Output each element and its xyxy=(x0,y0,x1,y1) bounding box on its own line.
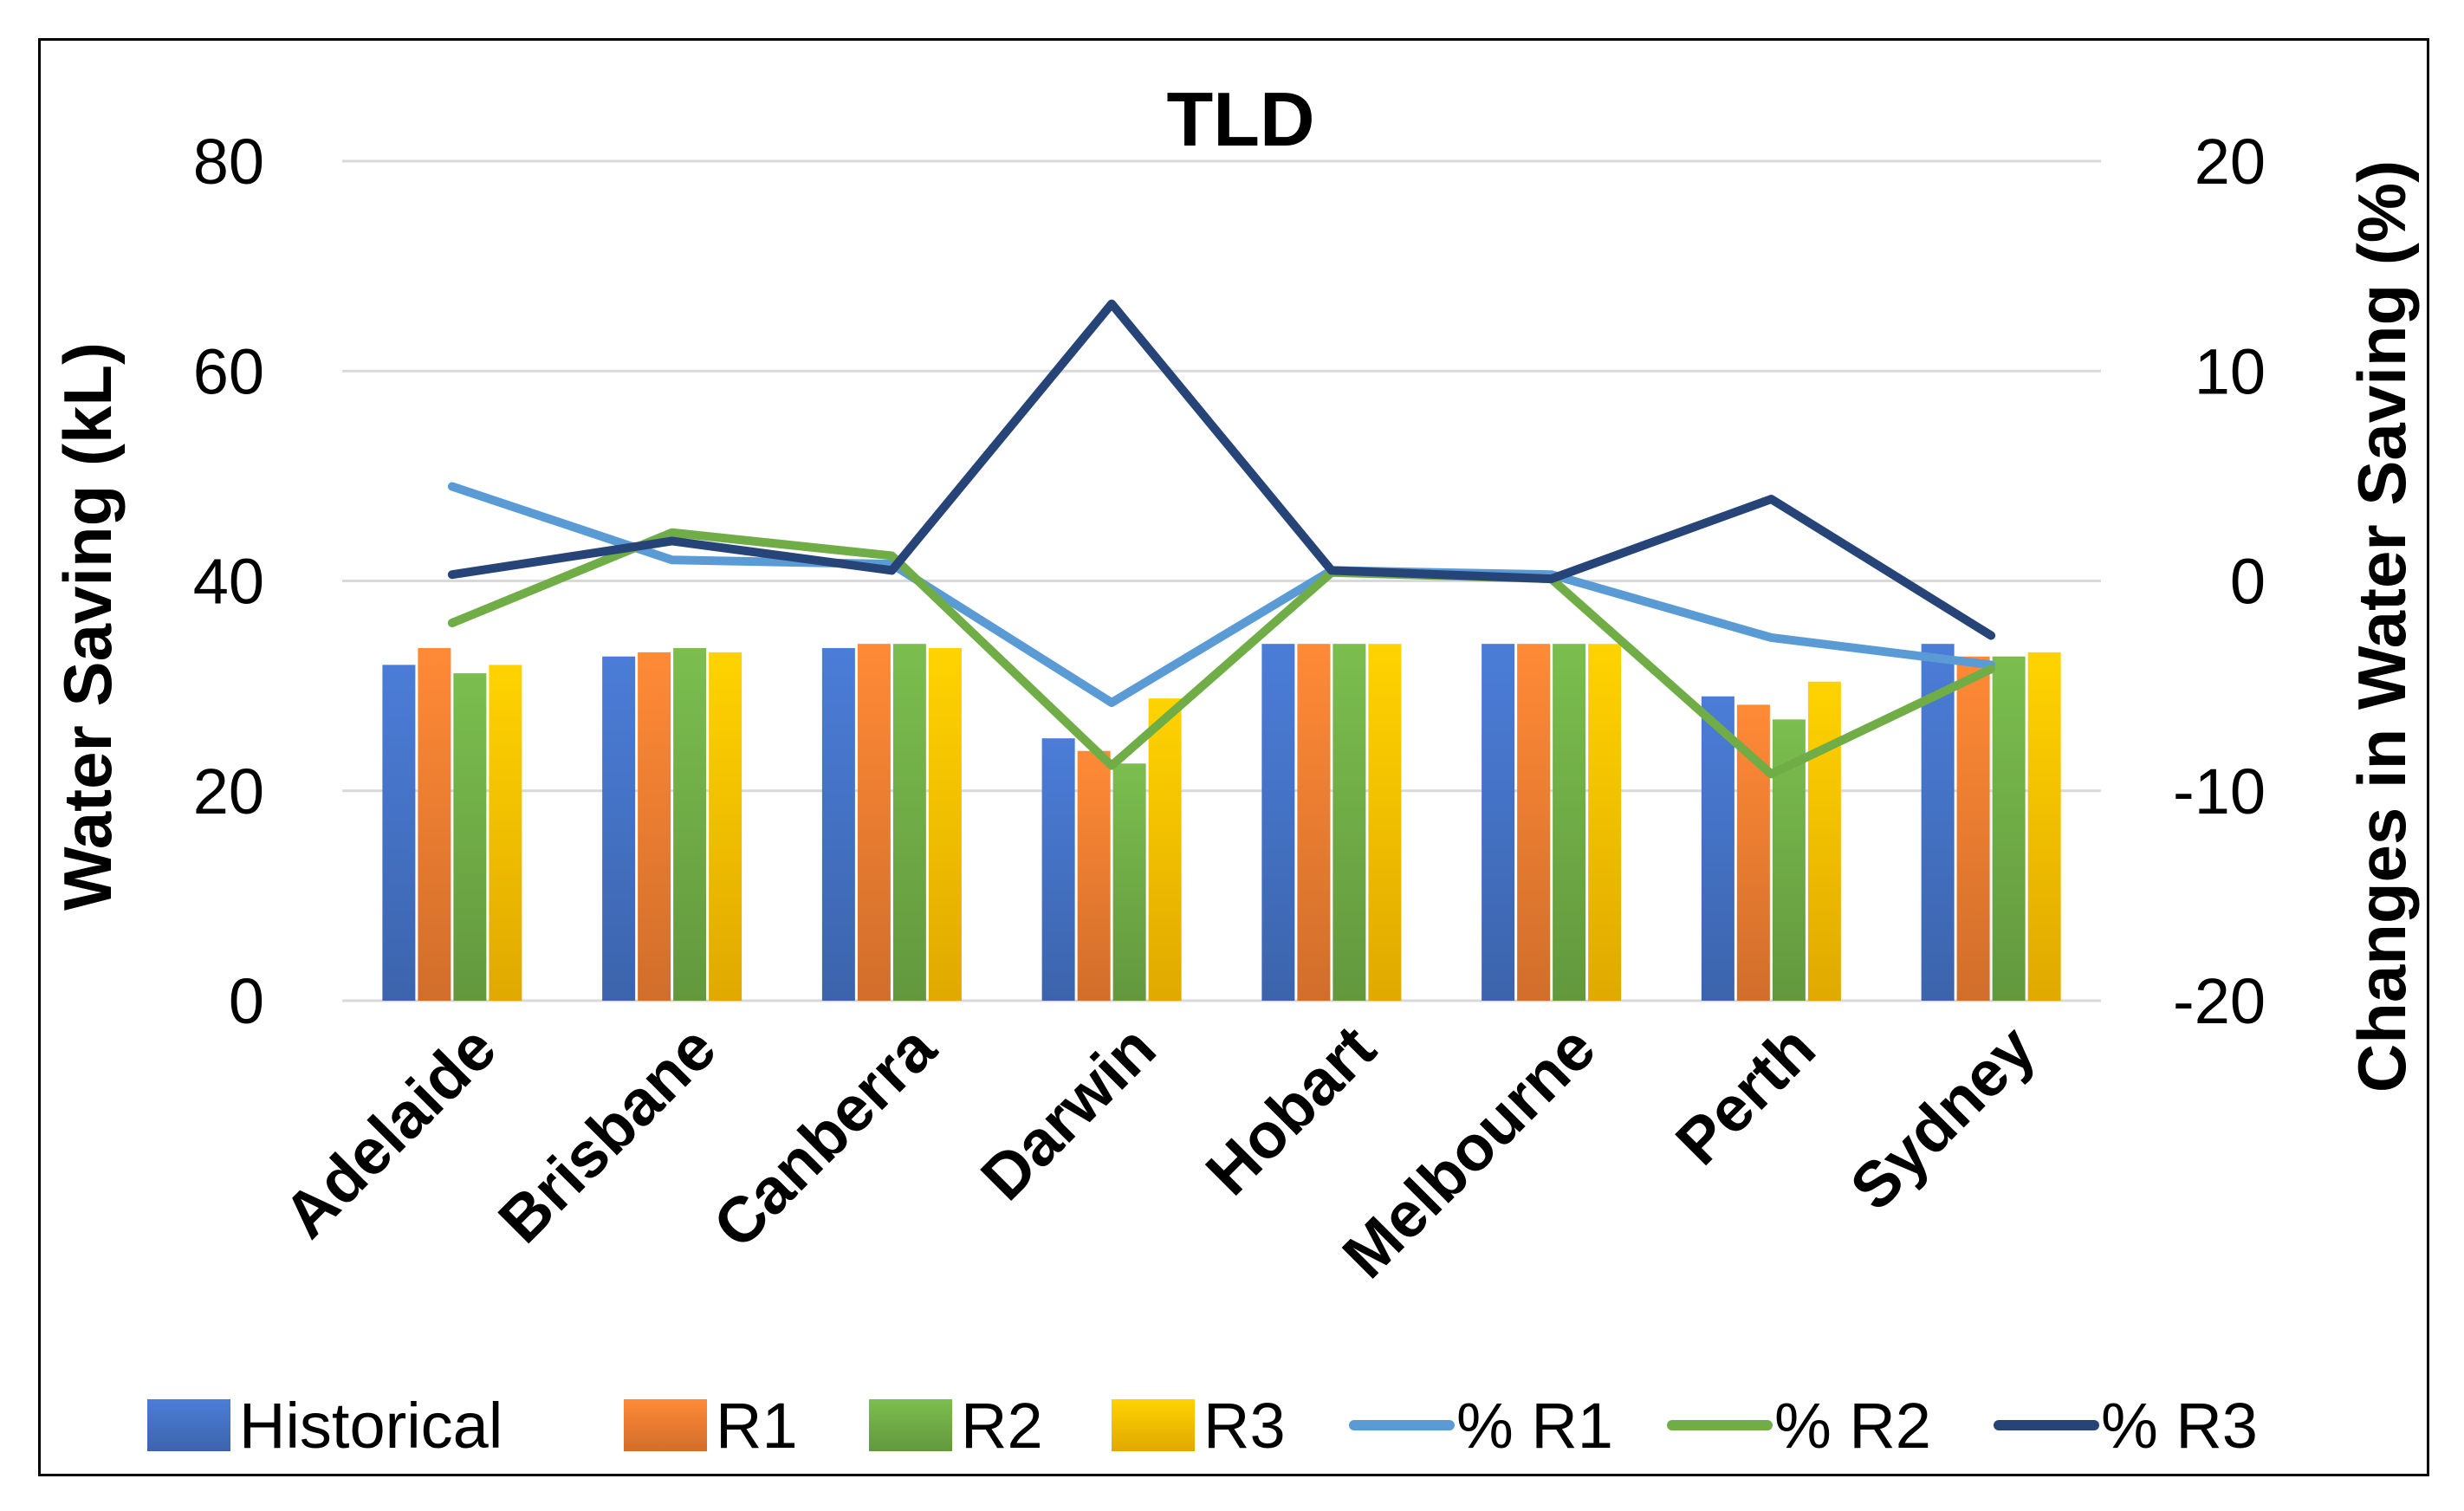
category-label: Canberra xyxy=(699,1011,950,1261)
category-label: Hobart xyxy=(1192,1012,1389,1209)
y2-axis-title: Changes in Water Saving (%) xyxy=(2344,160,2420,1093)
legend-label-r1: % R1 xyxy=(1456,1390,1613,1462)
bar-r1 xyxy=(638,652,671,1001)
y2-tick-label: 20 xyxy=(2195,126,2266,198)
y2-tick-label: -10 xyxy=(2173,756,2266,827)
category-label: Perth xyxy=(1662,1012,1828,1178)
y-tick-label: 60 xyxy=(193,335,264,407)
legend-swatch-historical xyxy=(147,1399,230,1451)
bar-r2 xyxy=(1333,644,1366,1001)
bar-r1 xyxy=(418,648,451,1001)
bar-r1 xyxy=(857,644,891,1001)
y-axis-title: Water Saving (kL) xyxy=(49,342,126,911)
tick-labels: 0 20 40 60 80 -20 -10 0 10 20 xyxy=(193,126,2266,1037)
bar-r2 xyxy=(1553,644,1586,1001)
category-label: Sydney xyxy=(1837,1012,2049,1224)
bar-historical xyxy=(821,648,855,1001)
line--r2 xyxy=(447,528,1996,779)
legend-label-r2: R2 xyxy=(961,1390,1043,1462)
bar-r3 xyxy=(1807,681,1841,1001)
legend-label-r3: % R3 xyxy=(2101,1390,2258,1462)
bar-r3 xyxy=(1588,644,1622,1001)
category-label: Adelaide xyxy=(269,1012,509,1252)
bar-r1 xyxy=(1297,644,1331,1001)
bar-r2 xyxy=(453,673,487,1001)
bar-r1 xyxy=(1956,656,1990,1001)
bar-historical xyxy=(1261,644,1295,1001)
category-label: Brisbane xyxy=(484,1012,729,1257)
line--r3 xyxy=(447,299,1996,640)
bars xyxy=(382,644,2061,1001)
bar-r3 xyxy=(1368,644,1402,1001)
bar-r3 xyxy=(1148,698,1182,1001)
category-label: Darwin xyxy=(967,1012,1169,1214)
y2-tick-label: 10 xyxy=(2195,335,2266,407)
bar-historical xyxy=(1482,644,1515,1001)
y-tick-label: 80 xyxy=(193,126,264,198)
y2-tick-label: 0 xyxy=(2230,546,2266,618)
legend-label-r1: R1 xyxy=(716,1390,798,1462)
bar-r3 xyxy=(928,648,962,1001)
bar-historical xyxy=(1701,696,1735,1001)
series-lines xyxy=(447,299,1996,779)
legend-swatch-r1 xyxy=(624,1399,707,1451)
bar-historical xyxy=(1041,738,1075,1001)
bar-historical xyxy=(602,656,636,1001)
legend-label-historical: Historical xyxy=(239,1390,503,1462)
gridlines xyxy=(342,159,2101,1002)
bar-r1 xyxy=(1517,644,1551,1001)
legend-swatch-r2 xyxy=(869,1399,952,1451)
bar-r3 xyxy=(2027,652,2061,1001)
y-tick-label: 20 xyxy=(193,756,264,827)
legend-swatch-r3 xyxy=(1112,1399,1195,1451)
y2-tick-label: -20 xyxy=(2173,965,2266,1037)
legend-label-r3: R3 xyxy=(1203,1390,1286,1462)
bar-r3 xyxy=(709,652,742,1001)
bar-historical xyxy=(382,665,416,1001)
bar-r2 xyxy=(673,648,707,1001)
line--r1 xyxy=(447,482,1996,708)
bar-r3 xyxy=(489,665,522,1001)
chart-title: TLD xyxy=(1166,76,1314,162)
bar-r2 xyxy=(1112,763,1146,1001)
bar-r2 xyxy=(1992,656,2026,1001)
bar-r1 xyxy=(1077,750,1111,1001)
legend-label-r2: % R2 xyxy=(1774,1390,1931,1462)
legend: Historical R1 R2 R3 % R1 % R2 % R3 xyxy=(147,1390,2258,1462)
y-tick-label: 0 xyxy=(229,965,264,1037)
y-tick-label: 40 xyxy=(193,546,264,618)
bar-r2 xyxy=(892,644,926,1001)
